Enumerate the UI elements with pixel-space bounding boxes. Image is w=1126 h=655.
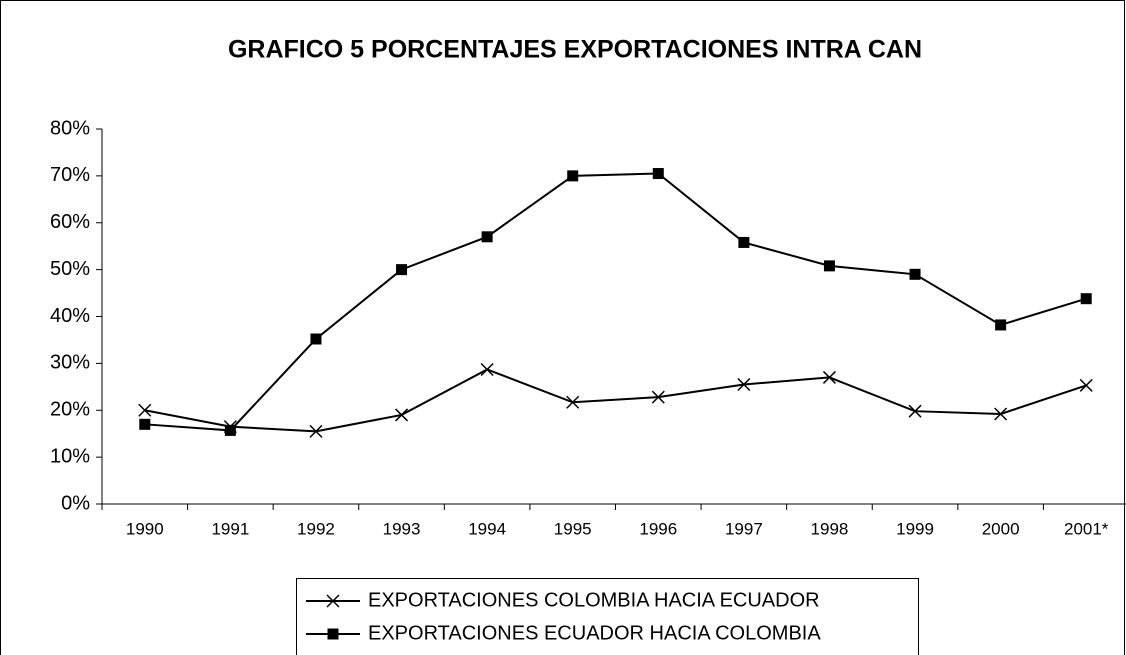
x-tick-label: 2000	[982, 519, 1020, 538]
y-tick-label: 70%	[50, 164, 90, 186]
marker	[566, 395, 580, 409]
x-tick-label: 1992	[297, 519, 335, 538]
x-tick-label: 1993	[383, 519, 421, 538]
y-tick-label: 20%	[50, 399, 90, 421]
marker	[738, 236, 750, 248]
marker	[395, 408, 409, 422]
marker	[737, 377, 751, 391]
marker	[908, 404, 922, 418]
chart-title: GRAFICO 5 PORCENTAJES EXPORTACIONES INTR…	[228, 36, 922, 64]
series-line	[144, 368, 1087, 433]
y-tick-label: 40%	[50, 305, 90, 327]
y-tick-label: 10%	[50, 445, 90, 467]
marker	[1080, 293, 1092, 305]
y-tick-label: 0%	[61, 492, 90, 514]
x-tick-label: 2001*	[1064, 519, 1109, 538]
x-tick-label: 1996	[639, 519, 677, 538]
marker	[995, 319, 1007, 331]
x-tick-label: 1991	[211, 519, 249, 538]
marker	[310, 333, 322, 345]
legend-label: EXPORTACIONES ECUADOR HACIA COLOMBIA	[368, 622, 821, 644]
y-tick-label: 30%	[50, 352, 90, 374]
y-tick-label: 50%	[50, 258, 90, 280]
legend-label: EXPORTACIONES COLOMBIA HACIA ECUADOR	[368, 589, 820, 611]
x-tick-label: 1994	[468, 519, 506, 538]
marker	[309, 424, 323, 438]
y-tick-label: 60%	[50, 211, 90, 233]
marker	[139, 418, 151, 430]
marker	[823, 260, 835, 272]
marker	[822, 370, 836, 384]
marker	[481, 231, 493, 243]
marker	[1079, 378, 1093, 392]
x-tick-label: 1995	[554, 519, 592, 538]
x-tick-label: 1999	[896, 519, 934, 538]
marker	[138, 403, 152, 417]
marker	[480, 362, 494, 376]
marker	[909, 268, 921, 280]
x-tick-label: 1998	[811, 519, 849, 538]
x-tick-label: 1990	[126, 519, 164, 538]
marker	[396, 264, 408, 276]
marker	[567, 170, 579, 182]
y-tick-label: 80%	[50, 117, 90, 139]
marker	[224, 424, 236, 436]
marker	[651, 390, 665, 404]
marker	[994, 407, 1008, 421]
legend-box	[296, 578, 919, 655]
legend-marker	[326, 594, 340, 608]
legend-marker	[327, 628, 339, 640]
x-tick-label: 1997	[725, 519, 763, 538]
series-line	[144, 172, 1087, 432]
marker	[652, 168, 664, 180]
